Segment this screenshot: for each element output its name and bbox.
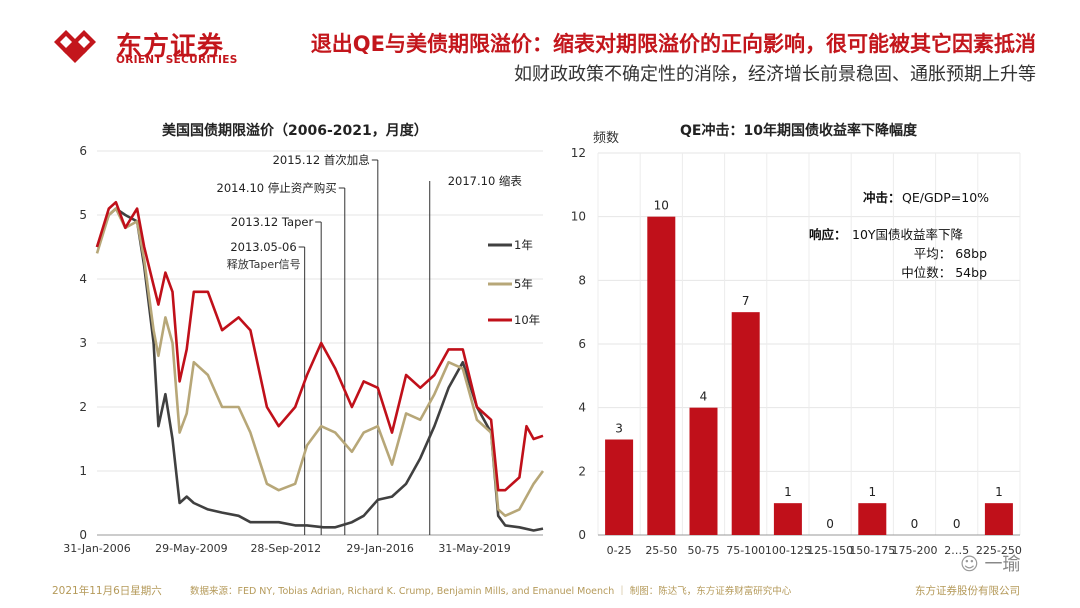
x-tick-label: 150-175 — [849, 544, 895, 557]
bar-value-label: 4 — [700, 390, 708, 404]
y-axis-label: 频数 — [593, 131, 619, 146]
page-subheadline: 如财政政策不确定性的消除，经济增长前景稳固、通胀预期上升等 — [514, 64, 1036, 85]
note-shock-label: 冲击： — [863, 190, 901, 205]
note-mean: 平均： 68bp — [914, 246, 987, 261]
wechat-watermark: ☺ 一瑜 — [960, 550, 1021, 576]
bar-value-label: 0 — [911, 517, 919, 531]
y-tick-label: 4 — [578, 401, 586, 415]
annotation-label: 2013.12 Taper — [231, 215, 314, 229]
x-tick-label: 2…5 — [944, 544, 969, 557]
wechat-icon: ☺ — [960, 554, 979, 575]
bar-value-label: 0 — [826, 517, 834, 531]
y-tick-label: 2 — [79, 400, 87, 414]
x-tick-label: 100-125 — [765, 544, 811, 557]
note-response-value: 10Y国债收益率下降 — [852, 227, 964, 242]
x-tick-label: 75-100 — [726, 544, 765, 557]
qe-shock-bar-chart: 024681012频数30-251025-50450-75775-1001100… — [571, 131, 1022, 557]
x-tick-label: 28-Sep-2012 — [250, 542, 321, 555]
x-tick-label: 25-50 — [645, 544, 677, 557]
x-tick-label: 29-Jan-2016 — [346, 542, 414, 555]
series-line-3 — [95, 200, 544, 492]
bar — [984, 503, 1013, 535]
series-line-2 — [95, 207, 545, 518]
y-tick-label: 3 — [79, 336, 87, 350]
note-response-label: 响应： — [809, 227, 847, 242]
x-tick-label: 50-75 — [688, 544, 720, 557]
company-logo-icon — [54, 30, 96, 63]
y-tick-label: 2 — [578, 464, 586, 478]
note-shock-value: QE/GDP=10% — [902, 190, 989, 205]
bar-value-label: 1 — [995, 485, 1003, 499]
bar — [605, 439, 634, 535]
watermark-text: 一瑜 — [984, 554, 1021, 575]
x-tick-label: 225-250 — [976, 544, 1022, 557]
logo-text-en: ORIENT SECURITIES — [116, 54, 238, 66]
bar — [647, 216, 676, 535]
series-line-1 — [95, 207, 544, 532]
x-tick-label: 31-May-2019 — [438, 542, 510, 555]
page-headline: 退出QE与美债期限溢价：缩表对期限溢价的正向影响，很可能被其它因素抵消 — [310, 32, 1036, 56]
right-chart-title: QE冲击：10年期国债收益率下降幅度 — [680, 123, 917, 139]
bar-value-label: 1 — [784, 485, 792, 499]
annotation-label: 2015.12 首次加息 — [273, 153, 370, 167]
bar — [858, 503, 887, 535]
annotation-label: 释放Taper信号 — [227, 257, 301, 271]
bar-value-label: 10 — [654, 199, 669, 213]
annotation-label: 2014.10 停止资产购买 — [217, 181, 337, 195]
bar-value-label: 7 — [742, 294, 750, 308]
legend-label: 5年 — [514, 277, 533, 291]
annotation-label: 2013.05-06 — [230, 240, 296, 254]
bar — [773, 503, 802, 535]
y-tick-label: 1 — [79, 464, 87, 478]
y-tick-label: 8 — [578, 273, 586, 287]
legend-label: 1年 — [514, 238, 533, 252]
y-tick-label: 12 — [571, 146, 586, 160]
y-tick-label: 4 — [79, 272, 87, 286]
note-median: 中位数： 54bp — [901, 265, 987, 280]
y-tick-label: 5 — [79, 208, 87, 222]
y-tick-label: 0 — [79, 528, 87, 542]
legend-label: 10年 — [514, 313, 540, 327]
annotation-label: 2017.10 缩表 — [448, 174, 523, 188]
x-tick-label: 125-150 — [807, 544, 853, 557]
bar-value-label: 0 — [953, 517, 961, 531]
footer-date: 2021年11月6日星期六 — [52, 585, 162, 597]
y-tick-label: 6 — [578, 337, 586, 351]
left-chart-title: 美国国债期限溢价（2006-2021，月度） — [162, 123, 428, 139]
bar — [731, 312, 760, 535]
x-tick-label: 29-May-2009 — [155, 542, 227, 555]
logo-text-cn: 东方证券 — [116, 32, 225, 62]
bar-value-label: 1 — [868, 485, 876, 499]
y-tick-label: 0 — [578, 528, 586, 542]
y-tick-label: 10 — [571, 210, 586, 224]
x-tick-label: 0-25 — [607, 544, 632, 557]
footer-source: 数据来源：FED NY, Tobias Adrian, Richard K. C… — [190, 586, 792, 597]
y-tick-label: 6 — [79, 144, 87, 158]
x-tick-label: 175-200 — [892, 544, 938, 557]
footer-company: 东方证券股份有限公司 — [915, 585, 1020, 597]
term-premium-line-chart: 0 1 2 3 4 5 6 31-Jan-2006 29-May-2009 28-Sep-2012… — [63, 144, 545, 555]
x-tick-label: 31-Jan-2006 — [63, 542, 131, 555]
bar-value-label: 3 — [615, 422, 623, 436]
bar — [689, 407, 718, 535]
